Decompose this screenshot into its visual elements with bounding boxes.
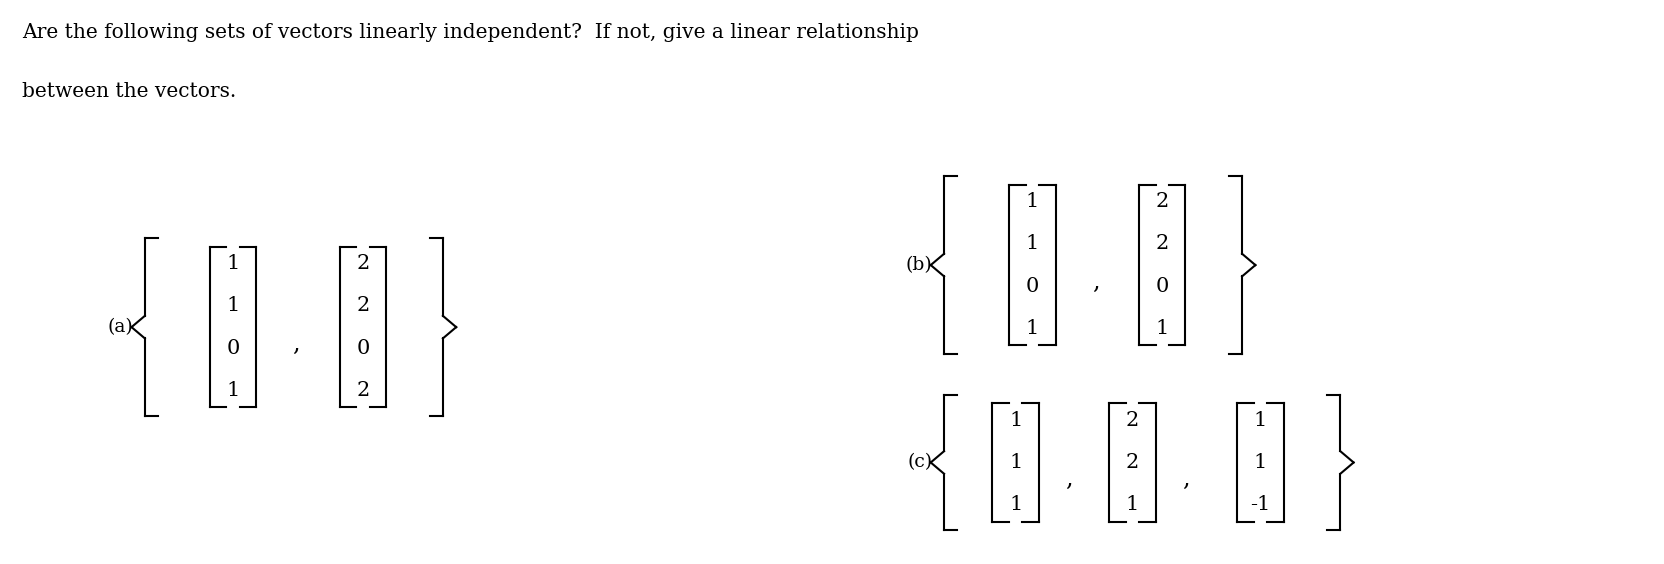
Text: 0: 0 — [226, 339, 240, 358]
Text: 2: 2 — [1125, 453, 1138, 472]
Text: 1: 1 — [1025, 235, 1038, 253]
Text: (c): (c) — [907, 453, 932, 472]
Text: 1: 1 — [1025, 319, 1038, 338]
Text: 1: 1 — [1008, 411, 1022, 430]
Text: 0: 0 — [1155, 277, 1168, 296]
Text: 2: 2 — [356, 381, 369, 400]
Text: 2: 2 — [1155, 235, 1168, 253]
Text: ,: , — [1092, 271, 1098, 293]
Text: 1: 1 — [1125, 495, 1138, 514]
Text: 2: 2 — [1155, 192, 1168, 211]
Text: 1: 1 — [1253, 453, 1266, 472]
Text: 2: 2 — [356, 297, 369, 315]
Text: 1: 1 — [1253, 411, 1266, 430]
Text: -1: -1 — [1250, 495, 1270, 514]
Text: 2: 2 — [1125, 411, 1138, 430]
Text: 1: 1 — [1025, 192, 1038, 211]
Text: between the vectors.: between the vectors. — [22, 82, 236, 101]
Text: ,: , — [293, 333, 300, 355]
Text: ,: , — [1065, 468, 1072, 491]
Text: (b): (b) — [905, 256, 932, 274]
Text: 1: 1 — [1008, 495, 1022, 514]
Text: (a): (a) — [108, 318, 133, 336]
Text: ,: , — [1181, 468, 1188, 491]
Text: 0: 0 — [356, 339, 369, 358]
Text: 1: 1 — [1155, 319, 1168, 338]
Text: Are the following sets of vectors linearly independent?  If not, give a linear r: Are the following sets of vectors linear… — [22, 23, 919, 42]
Text: 1: 1 — [226, 381, 240, 400]
Text: 0: 0 — [1025, 277, 1038, 296]
Text: 1: 1 — [226, 297, 240, 315]
Text: 1: 1 — [1008, 453, 1022, 472]
Text: 2: 2 — [356, 254, 369, 273]
Text: 1: 1 — [226, 254, 240, 273]
